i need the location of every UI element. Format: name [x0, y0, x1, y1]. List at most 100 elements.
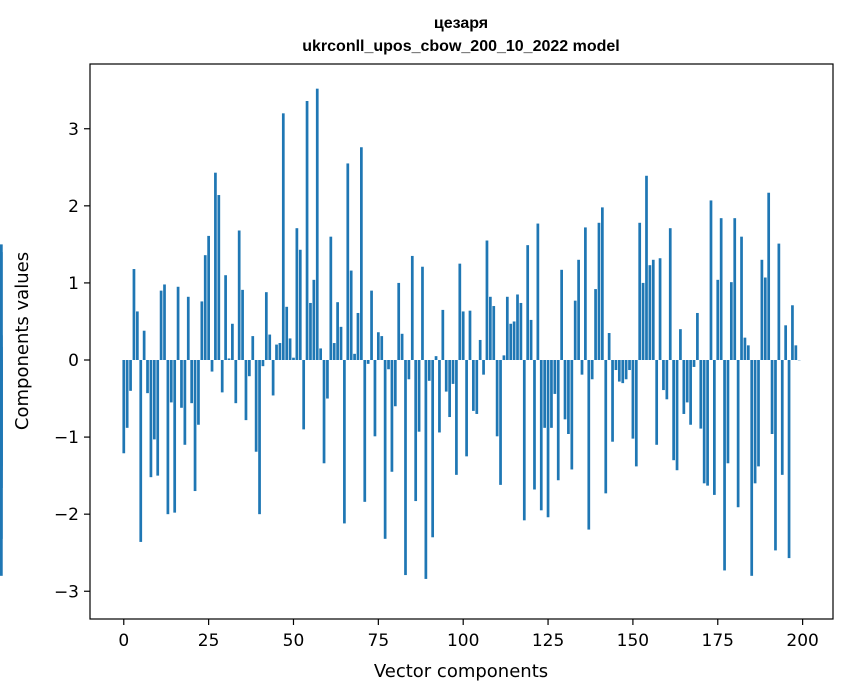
bar-62: [332, 343, 336, 360]
bar-113: [505, 296, 509, 360]
bar-86: [414, 360, 418, 502]
bar-51: [295, 228, 299, 360]
bar-166: [685, 360, 689, 403]
y-tick-label: 3: [68, 120, 79, 140]
bar-90: [427, 360, 431, 381]
bar-24: [203, 255, 207, 360]
bar-56: [312, 279, 316, 360]
bar-147: [621, 360, 625, 384]
bar-53: [302, 360, 306, 430]
bar-136: [584, 227, 587, 360]
bar-87: [417, 360, 421, 432]
bar-6: [142, 330, 146, 360]
bar-60: [326, 360, 329, 399]
bar-48: [285, 306, 289, 360]
bar-15: [173, 360, 177, 513]
bar-186: [753, 360, 757, 484]
bar-185: [750, 360, 754, 576]
bar-81: [397, 282, 401, 360]
bar-121: [533, 360, 536, 490]
bar-8: [149, 360, 153, 478]
bar-98: [455, 360, 458, 475]
bar-64: [339, 326, 343, 360]
bar-11: [159, 290, 163, 361]
bar-75: [376, 332, 380, 360]
bar-67: [349, 270, 353, 360]
bar-165: [682, 360, 686, 414]
bar-156: [651, 259, 655, 360]
bar-103: [472, 360, 475, 411]
bar-18: [183, 360, 187, 445]
bar-65: [343, 360, 346, 524]
bar-22: [197, 360, 200, 425]
bar-132: [570, 360, 574, 470]
bar-128: [556, 360, 560, 481]
bar-72: [366, 360, 370, 364]
y-tick-label: −2: [54, 505, 79, 525]
bar-157: [655, 360, 659, 445]
bar-124: [543, 360, 547, 428]
bar-42: [264, 292, 268, 360]
bar-43: [268, 334, 272, 360]
bar-101: [465, 360, 468, 457]
bar-102: [468, 310, 472, 360]
bar-79: [390, 360, 394, 472]
bar-106: [482, 360, 485, 375]
bar-3: [132, 269, 136, 360]
bar-160: [665, 360, 669, 400]
bar-50: [292, 357, 295, 360]
x-tick-label: 100: [447, 631, 479, 651]
bar-142: [604, 360, 608, 494]
bar-74: [373, 360, 377, 437]
bar-77: [383, 360, 387, 539]
plot-frame: [89, 63, 834, 620]
bar-167: [689, 360, 692, 425]
bar-66: [346, 163, 350, 360]
bar-58: [319, 348, 322, 360]
bar-192: [774, 360, 777, 551]
bar-13: [166, 360, 170, 515]
x-tick-label: 125: [532, 631, 564, 651]
bar-36: [244, 360, 248, 421]
bar-104: [475, 360, 479, 414]
bar-183: [743, 337, 747, 360]
bar-38: [251, 336, 255, 360]
bar-100: [461, 311, 465, 360]
bar-175: [716, 279, 720, 360]
x-tick-label: 150: [617, 631, 649, 651]
bar-12: [163, 284, 166, 360]
x-tick-label: 0: [118, 631, 129, 651]
bar-71: [363, 360, 367, 502]
bar-34: [237, 230, 241, 360]
bar-180: [733, 218, 737, 360]
bar-170: [699, 360, 703, 429]
bar-69: [356, 312, 360, 360]
bar-164: [679, 329, 682, 360]
bar-182: [740, 236, 743, 360]
bar-73: [370, 290, 373, 361]
bar-40: [258, 360, 261, 515]
bar-122: [536, 223, 540, 360]
bar-96: [448, 360, 451, 418]
x-axis-ticks: 0 25 50 75 100 125 150 175 200: [118, 619, 819, 651]
bar-45: [275, 344, 278, 360]
bar-93: [438, 360, 441, 433]
bar-5: [139, 360, 143, 542]
x-tick-label: 200: [786, 631, 818, 651]
bar-47: [281, 113, 285, 360]
x-axis-label: Vector components: [374, 661, 548, 682]
bar-193: [777, 243, 781, 360]
bar-190: [767, 192, 771, 360]
bar-20: [190, 360, 194, 404]
bar-188: [760, 259, 764, 360]
bar-135: [580, 360, 584, 375]
bar-95: [444, 360, 448, 392]
y-axis-ticks: −3 −2 −1 0 1 2 3: [54, 120, 90, 602]
bar-25: [207, 235, 210, 360]
bar-115: [512, 321, 516, 360]
bar-0: [122, 360, 126, 454]
bar-68: [353, 353, 356, 360]
bar-35: [241, 289, 244, 360]
bar-undefined: [0, 244, 3, 361]
